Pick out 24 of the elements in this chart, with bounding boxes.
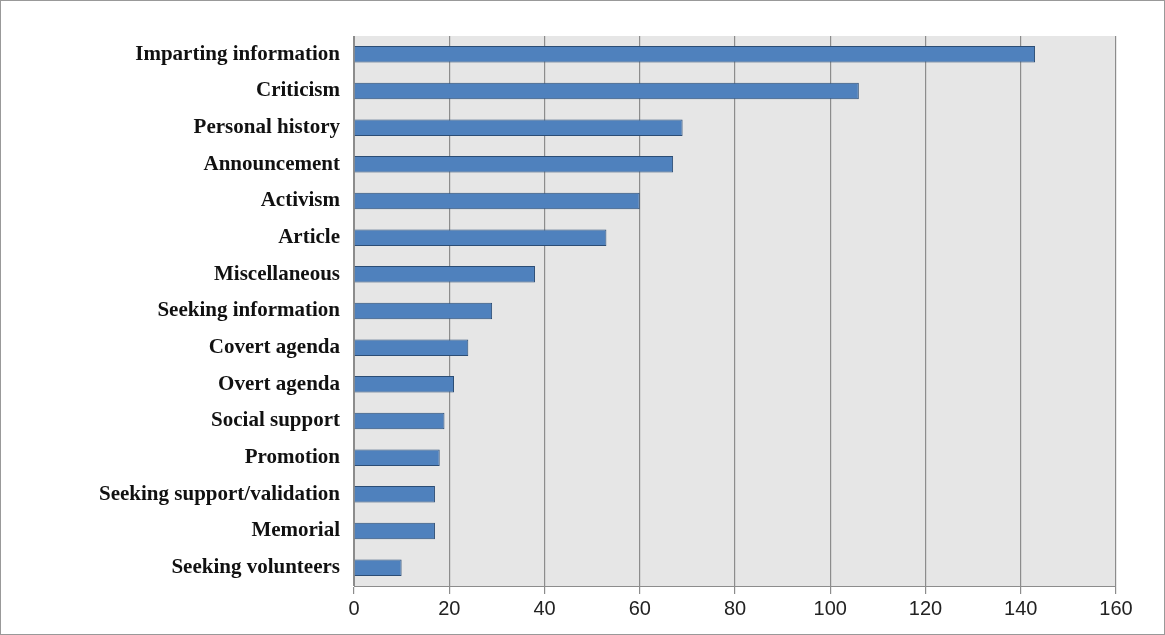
y-tick-label: Criticism	[256, 77, 341, 102]
x-tick-label: 20	[438, 596, 461, 619]
x-tick-label: 60	[628, 596, 651, 619]
y-tick-label: Seeking information	[157, 297, 341, 322]
y-tick-label: Seeking support/validation	[99, 480, 341, 505]
x-tick-label: 160	[1099, 596, 1133, 619]
y-tick-label: Imparting information	[135, 40, 341, 65]
y-tick-label: Promotion	[244, 444, 341, 469]
x-tick-label: 0	[348, 596, 360, 619]
y-tick-label: Seeking volunteers	[171, 554, 340, 579]
x-tick-label: 40	[533, 596, 556, 619]
y-tick-label: Overt agenda	[218, 370, 341, 395]
y-tick-label: Social support	[211, 407, 340, 432]
y-tick-label: Covert agenda	[208, 334, 341, 359]
x-tick-label: 80	[723, 596, 747, 619]
y-tick-label: Activism	[260, 187, 341, 212]
y-tick-label: Announcement	[203, 150, 340, 175]
x-tick-label: 120	[908, 596, 943, 619]
y-tick-label: Personal history	[193, 114, 341, 139]
y-tick-label: Miscellaneous	[214, 260, 340, 285]
x-tick-label: 140	[1004, 596, 1038, 619]
x-tick-label: 100	[813, 596, 847, 619]
y-tick-label: Article	[278, 224, 340, 249]
y-tick-label: Memorial	[251, 517, 341, 542]
